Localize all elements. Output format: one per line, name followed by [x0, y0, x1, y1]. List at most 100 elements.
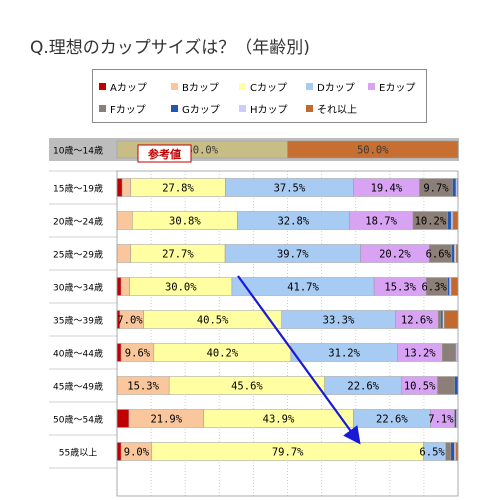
bar-segment: [116, 442, 122, 461]
legend: Aカップ Bカップ Cカップ Dカップ Eカップ Fカップ Gカップ Hカップ それ以上: [92, 69, 427, 123]
category-label: 40歳～44歳: [53, 348, 103, 360]
category-label: 50歳～54歳: [53, 414, 103, 426]
legend-item: Aカップ: [99, 79, 147, 94]
data-label: 15.3%: [384, 282, 416, 294]
legend-item: それ以上: [306, 101, 357, 116]
legend-item: Dカップ: [306, 79, 355, 94]
bar-segment: [437, 376, 455, 395]
reference-badge: [137, 144, 192, 163]
bar-segment: [449, 277, 452, 296]
page-title: Q.理想のカップサイズは？（年齢別): [30, 38, 310, 58]
bar-segment: [116, 277, 122, 296]
data-label: 10.2%: [415, 216, 447, 228]
trend-arrow: [237, 275, 361, 445]
legend-item: Cカップ: [239, 79, 287, 94]
bar-segment: [121, 178, 131, 197]
data-label: 7.0%: [117, 315, 143, 327]
legend-swatch: [239, 83, 246, 90]
category-label: 20歳～24歳: [53, 216, 103, 228]
category-label: 10歳～14歳: [53, 145, 103, 157]
bar-segment: [287, 140, 459, 159]
data-label: 43.9%: [263, 414, 295, 426]
data-label: 7.1%: [428, 414, 454, 426]
data-label: 37.5%: [274, 183, 306, 195]
data-label: 12.6%: [401, 315, 433, 327]
data-label: 31.2%: [328, 348, 360, 360]
bar-segment: [445, 442, 452, 461]
legend-item: Gカップ: [171, 101, 220, 116]
legend-swatch: [99, 83, 106, 90]
category-label: 15歳～19歳: [53, 183, 103, 195]
data-label: 27.8%: [162, 183, 194, 195]
data-label: 50.0%: [186, 145, 218, 157]
data-label: 15.3%: [127, 381, 159, 393]
data-label: 22.6%: [347, 381, 379, 393]
data-label: 9.7%: [423, 183, 449, 195]
data-label: 9.0%: [124, 447, 150, 459]
data-label: 19.4%: [371, 183, 403, 195]
bar-segment: [454, 376, 459, 395]
data-label: 22.6%: [376, 414, 408, 426]
bar-segment: [442, 343, 457, 362]
bar-segment: [444, 310, 459, 329]
bar-segment: [453, 442, 457, 461]
bar-segment: [116, 409, 130, 428]
legend-label: Gカップ: [182, 105, 220, 116]
legend-item: Hカップ: [239, 101, 288, 116]
data-label: 40.2%: [207, 348, 239, 360]
data-label: 30.0%: [165, 282, 197, 294]
legend-swatch: [171, 83, 178, 90]
bar-segment: [116, 211, 133, 230]
plot-border: [116, 170, 459, 497]
bar-segment: [452, 178, 457, 197]
bar-segment: [450, 442, 455, 461]
data-label: 32.8%: [277, 216, 309, 228]
bar-segment: [447, 211, 452, 230]
bar-segment: [451, 244, 455, 263]
category-label: 35歳～39歳: [53, 315, 103, 327]
legend-swatch: [99, 105, 106, 112]
category-label: 25歳～29歳: [53, 249, 103, 261]
legend-label: Fカップ: [110, 105, 146, 116]
data-label: 79.7%: [272, 447, 304, 459]
legend-swatch: [306, 105, 313, 112]
data-label: 9.6%: [125, 348, 151, 360]
data-label: 10.5%: [404, 381, 436, 393]
legend-label: Eカップ: [379, 83, 416, 94]
bar-segment: [454, 409, 457, 428]
legend-swatch: [306, 83, 313, 90]
legend-label: Cカップ: [250, 83, 287, 94]
data-label: 45.6%: [231, 381, 263, 393]
legend-item: Eカップ: [368, 79, 415, 94]
legend-label: Bカップ: [182, 83, 219, 94]
bar-segment: [450, 211, 454, 230]
legend-swatch: [239, 105, 246, 112]
data-label: 6.6%: [426, 249, 452, 261]
bar-segment: [440, 310, 443, 329]
data-label: 18.7%: [365, 216, 397, 228]
legend-swatch: [171, 105, 178, 112]
data-label: 20.2%: [379, 249, 411, 261]
legend-label: Aカップ: [110, 83, 147, 94]
bar-segment: [455, 343, 458, 362]
bar-segment: [116, 244, 131, 263]
legend-item: Fカップ: [99, 101, 146, 116]
bar-segment: [452, 211, 459, 230]
legend-item: Bカップ: [171, 79, 219, 94]
reference-badge-label: 参考値: [148, 147, 181, 161]
bar-segment: [116, 343, 122, 362]
bar-segment: [442, 310, 445, 329]
data-label: 50.0%: [357, 145, 389, 157]
bar-segment: [453, 244, 457, 263]
legend-label: それ以上: [317, 105, 357, 116]
bar-segment: [120, 277, 130, 296]
data-label: 21.9%: [150, 414, 182, 426]
bar-segment: [116, 178, 123, 197]
data-label: 6.5%: [419, 447, 445, 459]
data-label: 41.7%: [287, 282, 319, 294]
bar-segment: [437, 310, 442, 329]
bar-segment: [447, 277, 450, 296]
data-label: 40.5%: [197, 315, 229, 327]
bar-segment: [450, 277, 459, 296]
